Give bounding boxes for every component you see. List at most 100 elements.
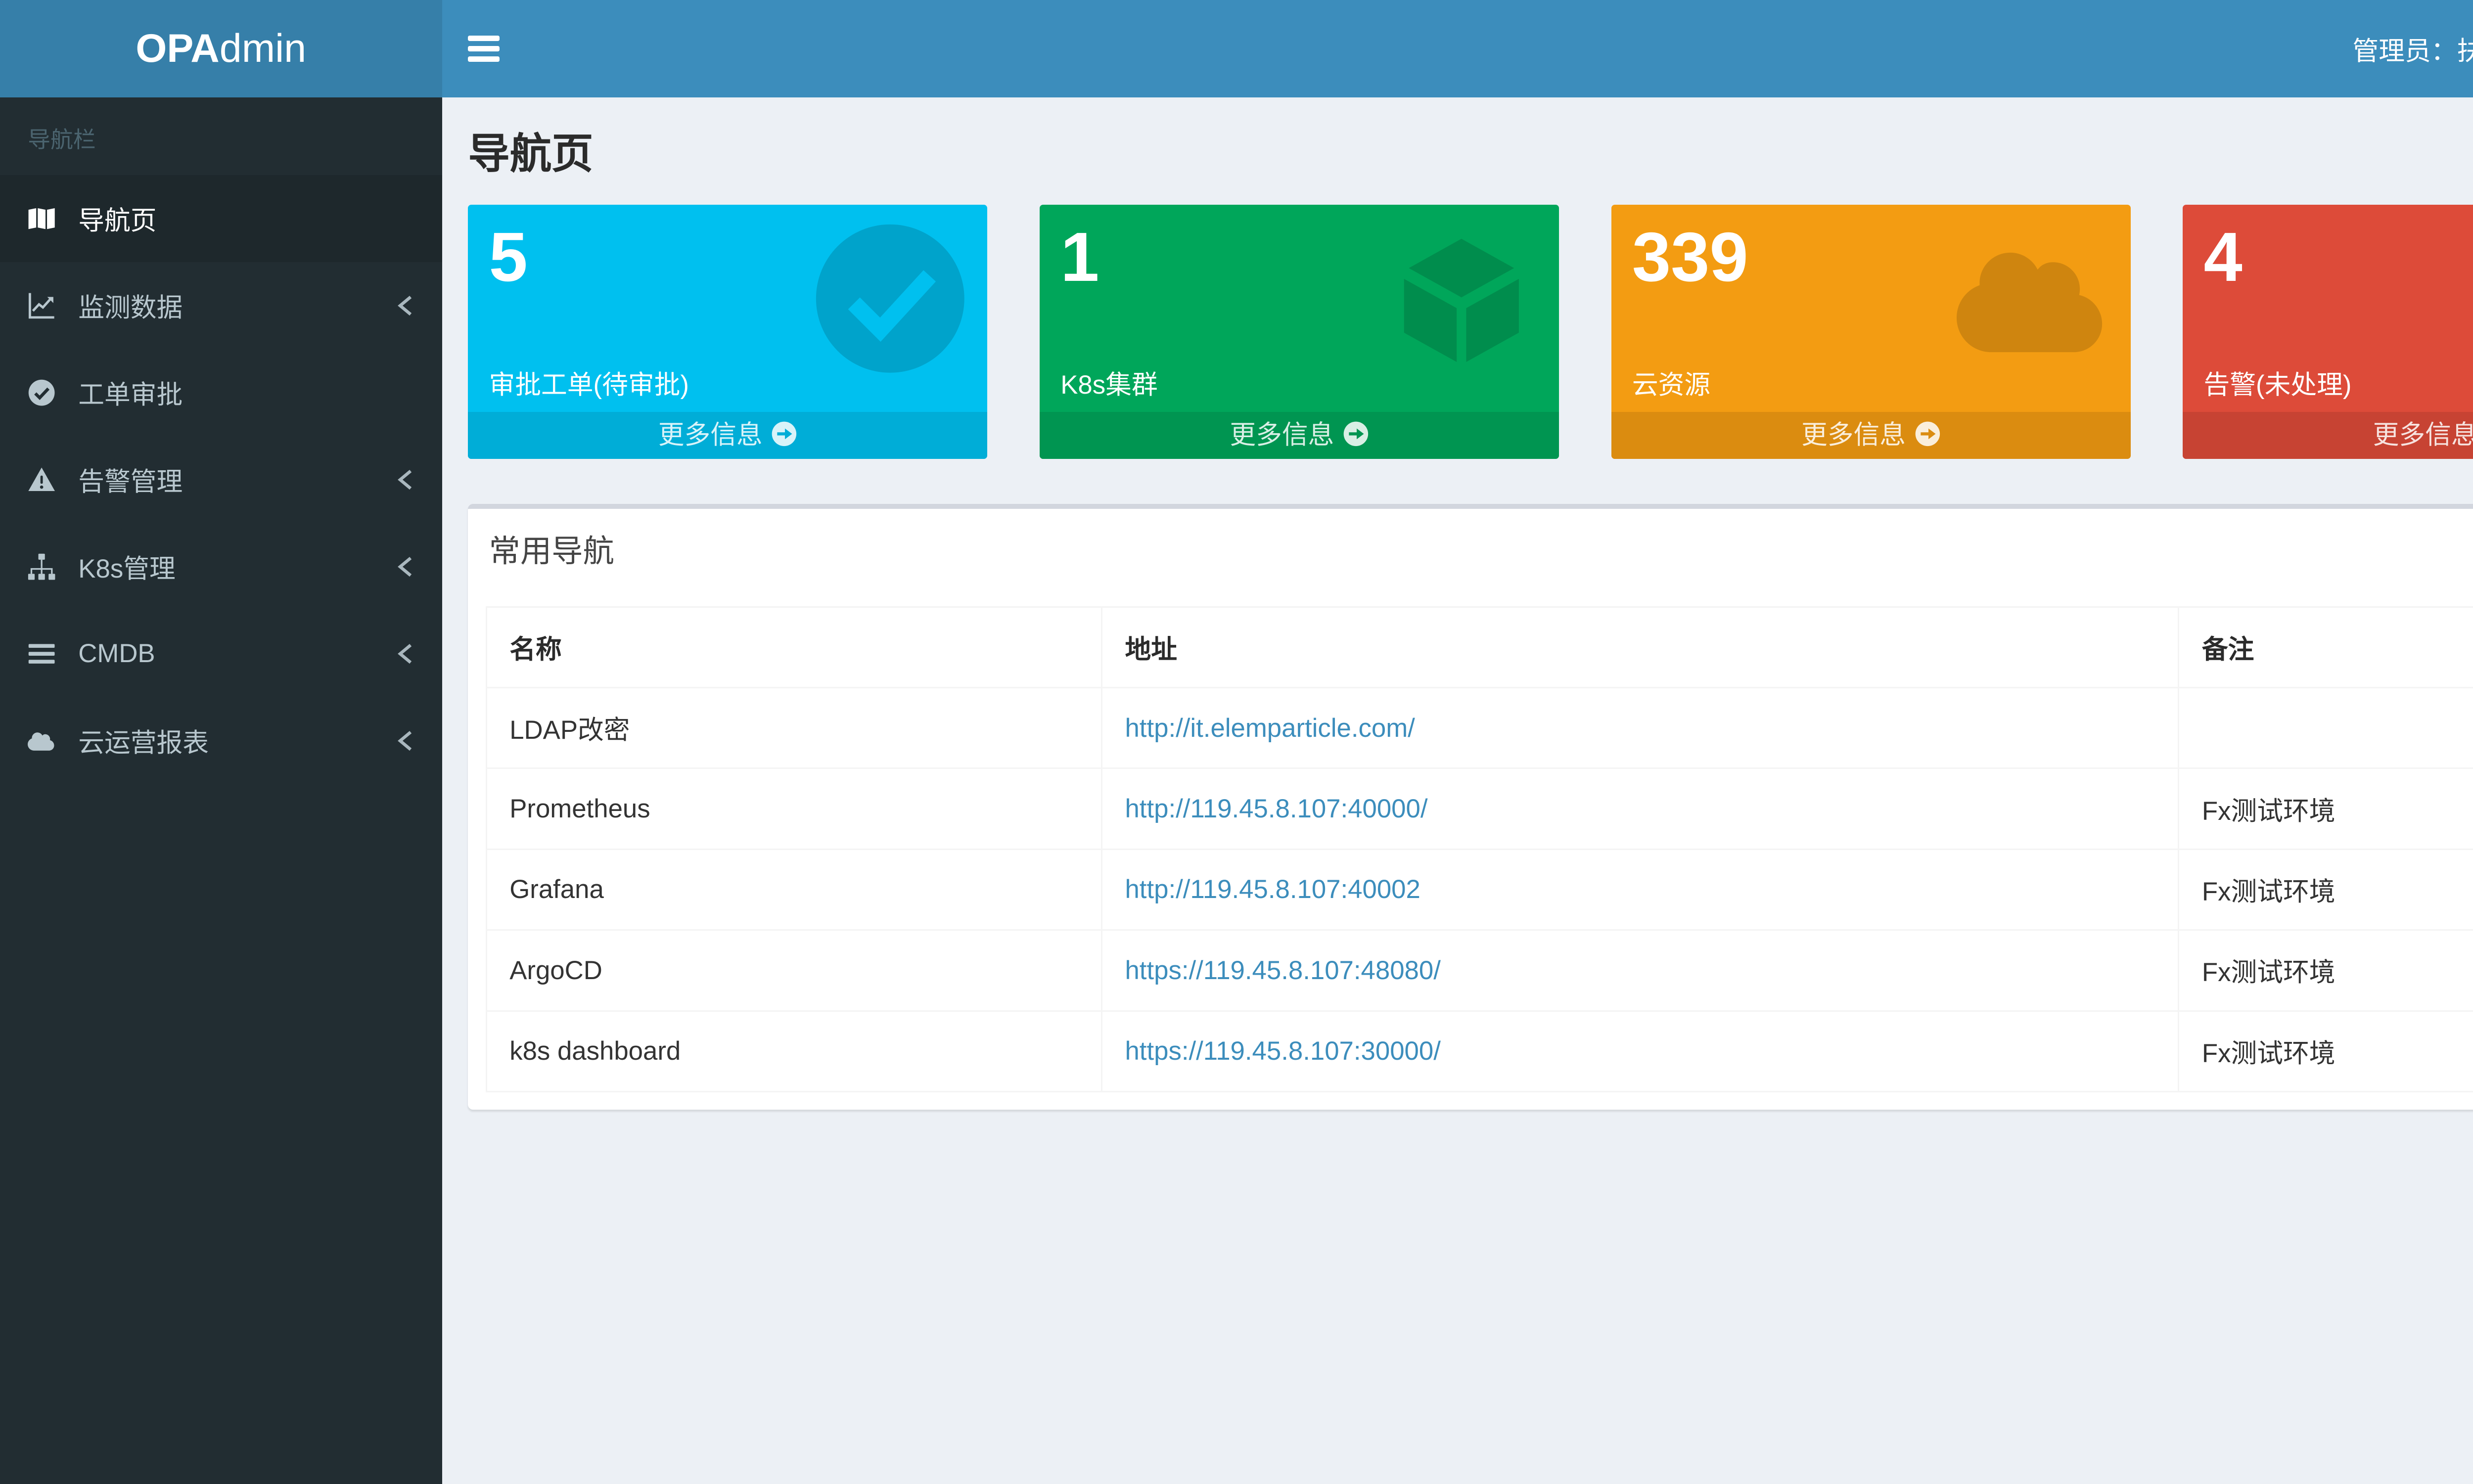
- stat-boxes-row: 5 审批工单(待审批) 更多信息 1 K8s集群: [442, 205, 2473, 504]
- sidebar-item-label: 监测数据: [78, 287, 183, 324]
- panel-body: 名称 地址 备注 LDAP改密 http://it.elemparticle.c…: [468, 588, 2473, 1110]
- chevron-left-icon: [397, 295, 414, 316]
- chevron-left-icon: [397, 469, 414, 490]
- check-circle-icon: [28, 379, 62, 406]
- nav-link[interactable]: https://119.45.8.107:30000/: [1125, 1036, 1440, 1066]
- cell-url: http://119.45.8.107:40000/: [1101, 768, 2178, 849]
- table-header-row: 名称 地址 备注: [486, 607, 2473, 687]
- warning-icon: [28, 466, 62, 494]
- more-info-link[interactable]: 更多信息: [2183, 412, 2473, 459]
- bars-icon: [28, 640, 62, 668]
- stat-box-cloud-resources: 339 云资源 更多信息: [1611, 205, 2131, 459]
- more-info-link[interactable]: 更多信息: [1040, 412, 1559, 459]
- navbar-right: 管理员：扶晓: [2352, 30, 2473, 68]
- sidebar-item-k8s-mgmt[interactable]: K8s管理: [0, 523, 442, 610]
- arrow-circle-right-icon: [1915, 421, 1941, 447]
- arrow-circle-right-icon: [1343, 421, 1369, 447]
- stat-label: 告警(未处理): [2204, 364, 2473, 402]
- table-row: ArgoCD https://119.45.8.107:48080/ Fx测试环…: [486, 930, 2473, 1011]
- cell-name: ArgoCD: [486, 930, 1101, 1011]
- sidebar-item-ticket-approval[interactable]: 工单审批: [0, 349, 442, 436]
- navbar-main: 管理员：扶晓: [442, 0, 2473, 97]
- main-content: 导航页 主页 > 导航页 5 审批工单(待审批): [442, 97, 2473, 1484]
- stat-value: 1: [1060, 221, 1542, 294]
- hamburger-icon: [468, 36, 499, 41]
- cell-note: Fx测试环境: [2179, 1011, 2473, 1091]
- sidebar-item-label: 导航页: [78, 200, 156, 237]
- admin-user-menu[interactable]: 管理员：扶晓: [2352, 30, 2473, 68]
- table-row: Prometheus http://119.45.8.107:40000/ Fx…: [486, 768, 2473, 849]
- cell-name: LDAP改密: [486, 687, 1101, 768]
- table-row: Grafana http://119.45.8.107:40002 Fx测试环境: [486, 849, 2473, 930]
- stat-label: K8s集群: [1060, 364, 1542, 402]
- cell-note: [2179, 687, 2473, 768]
- chevron-left-icon: [397, 556, 414, 577]
- sidebar-item-label: 云运营报表: [78, 722, 209, 760]
- cell-url: http://it.elemparticle.com/: [1101, 687, 2178, 768]
- stat-value: 339: [1632, 221, 2113, 294]
- more-info-link[interactable]: 更多信息: [468, 412, 987, 459]
- sidebar-item-nav-page[interactable]: 导航页: [0, 175, 442, 262]
- stat-label: 云资源: [1632, 364, 2113, 402]
- cell-url: https://119.45.8.107:48080/: [1101, 930, 2178, 1011]
- nav-link[interactable]: http://119.45.8.107:40002: [1125, 875, 1420, 904]
- hamburger-icon: [468, 46, 499, 51]
- sidebar-item-monitor-data[interactable]: 监测数据: [0, 262, 442, 349]
- more-info-label: 更多信息: [1230, 420, 1334, 450]
- common-nav-panel: 常用导航 名称 地址 备注: [468, 504, 2473, 1110]
- sidebar-item-cloud-report[interactable]: 云运营报表: [0, 697, 442, 784]
- hamburger-icon: [468, 56, 499, 62]
- brand-light: dmin: [220, 26, 306, 72]
- map-icon: [28, 205, 62, 232]
- arrow-circle-right-icon: [771, 421, 797, 447]
- more-info-label: 更多信息: [2373, 420, 2473, 450]
- stat-value: 5: [489, 221, 970, 294]
- sitemap-icon: [28, 553, 62, 581]
- sidebar-item-cmdb[interactable]: CMDB: [0, 610, 442, 697]
- cell-note: Fx测试环境: [2179, 768, 2473, 849]
- line-chart-icon: [28, 292, 62, 319]
- stat-box-k8s-clusters: 1 K8s集群 更多信息: [1040, 205, 1559, 459]
- cell-name: k8s dashboard: [486, 1011, 1101, 1091]
- sidebar-item-label: K8s管理: [78, 548, 175, 585]
- cell-note: Fx测试环境: [2179, 849, 2473, 930]
- page-title: 导航页: [468, 120, 593, 180]
- sidebar-item-label: CMDB: [78, 638, 155, 669]
- brand-bold: OPA: [136, 26, 219, 72]
- more-info-label: 更多信息: [1801, 420, 1906, 450]
- stat-label: 审批工单(待审批): [489, 364, 970, 402]
- content-header: 导航页 主页 > 导航页: [468, 120, 2473, 180]
- chevron-left-icon: [397, 643, 414, 664]
- column-header-name: 名称: [486, 607, 1101, 687]
- stat-value: 4: [2204, 221, 2473, 294]
- cell-url: http://119.45.8.107:40002: [1101, 849, 2178, 930]
- column-header-url: 地址: [1101, 607, 2178, 687]
- table-row: LDAP改密 http://it.elemparticle.com/: [486, 687, 2473, 768]
- sidebar-item-alert-mgmt[interactable]: 告警管理: [0, 436, 442, 523]
- nav-link[interactable]: http://119.45.8.107:40000/: [1125, 794, 1427, 823]
- cloud-icon: [28, 727, 62, 755]
- chevron-left-icon: [397, 730, 414, 751]
- table-row: k8s dashboard https://119.45.8.107:30000…: [486, 1011, 2473, 1091]
- sidebar: 导航栏 导航页 监测数据 工单审批: [0, 97, 442, 1484]
- panel-header: 常用导航: [468, 509, 2473, 588]
- panel-title: 常用导航: [489, 526, 614, 571]
- column-header-note: 备注: [2179, 607, 2473, 687]
- cell-name: Grafana: [486, 849, 1101, 930]
- sidebar-toggle-button[interactable]: [442, 0, 526, 97]
- stat-box-approval-tickets: 5 审批工单(待审批) 更多信息: [468, 205, 987, 459]
- nav-link[interactable]: https://119.45.8.107:48080/: [1125, 956, 1440, 985]
- cell-note: Fx测试环境: [2179, 930, 2473, 1011]
- sidebar-item-label: 工单审批: [78, 374, 183, 411]
- more-info-link[interactable]: 更多信息: [1611, 412, 2131, 459]
- cell-url: https://119.45.8.107:30000/: [1101, 1011, 2178, 1091]
- more-info-label: 更多信息: [658, 420, 763, 450]
- cell-name: Prometheus: [486, 768, 1101, 849]
- sidebar-section-label: 导航栏: [0, 97, 442, 175]
- nav-link[interactable]: http://it.elemparticle.com/: [1125, 714, 1415, 743]
- sidebar-item-label: 告警管理: [78, 461, 183, 498]
- common-nav-table: 名称 地址 备注 LDAP改密 http://it.elemparticle.c…: [486, 606, 2473, 1092]
